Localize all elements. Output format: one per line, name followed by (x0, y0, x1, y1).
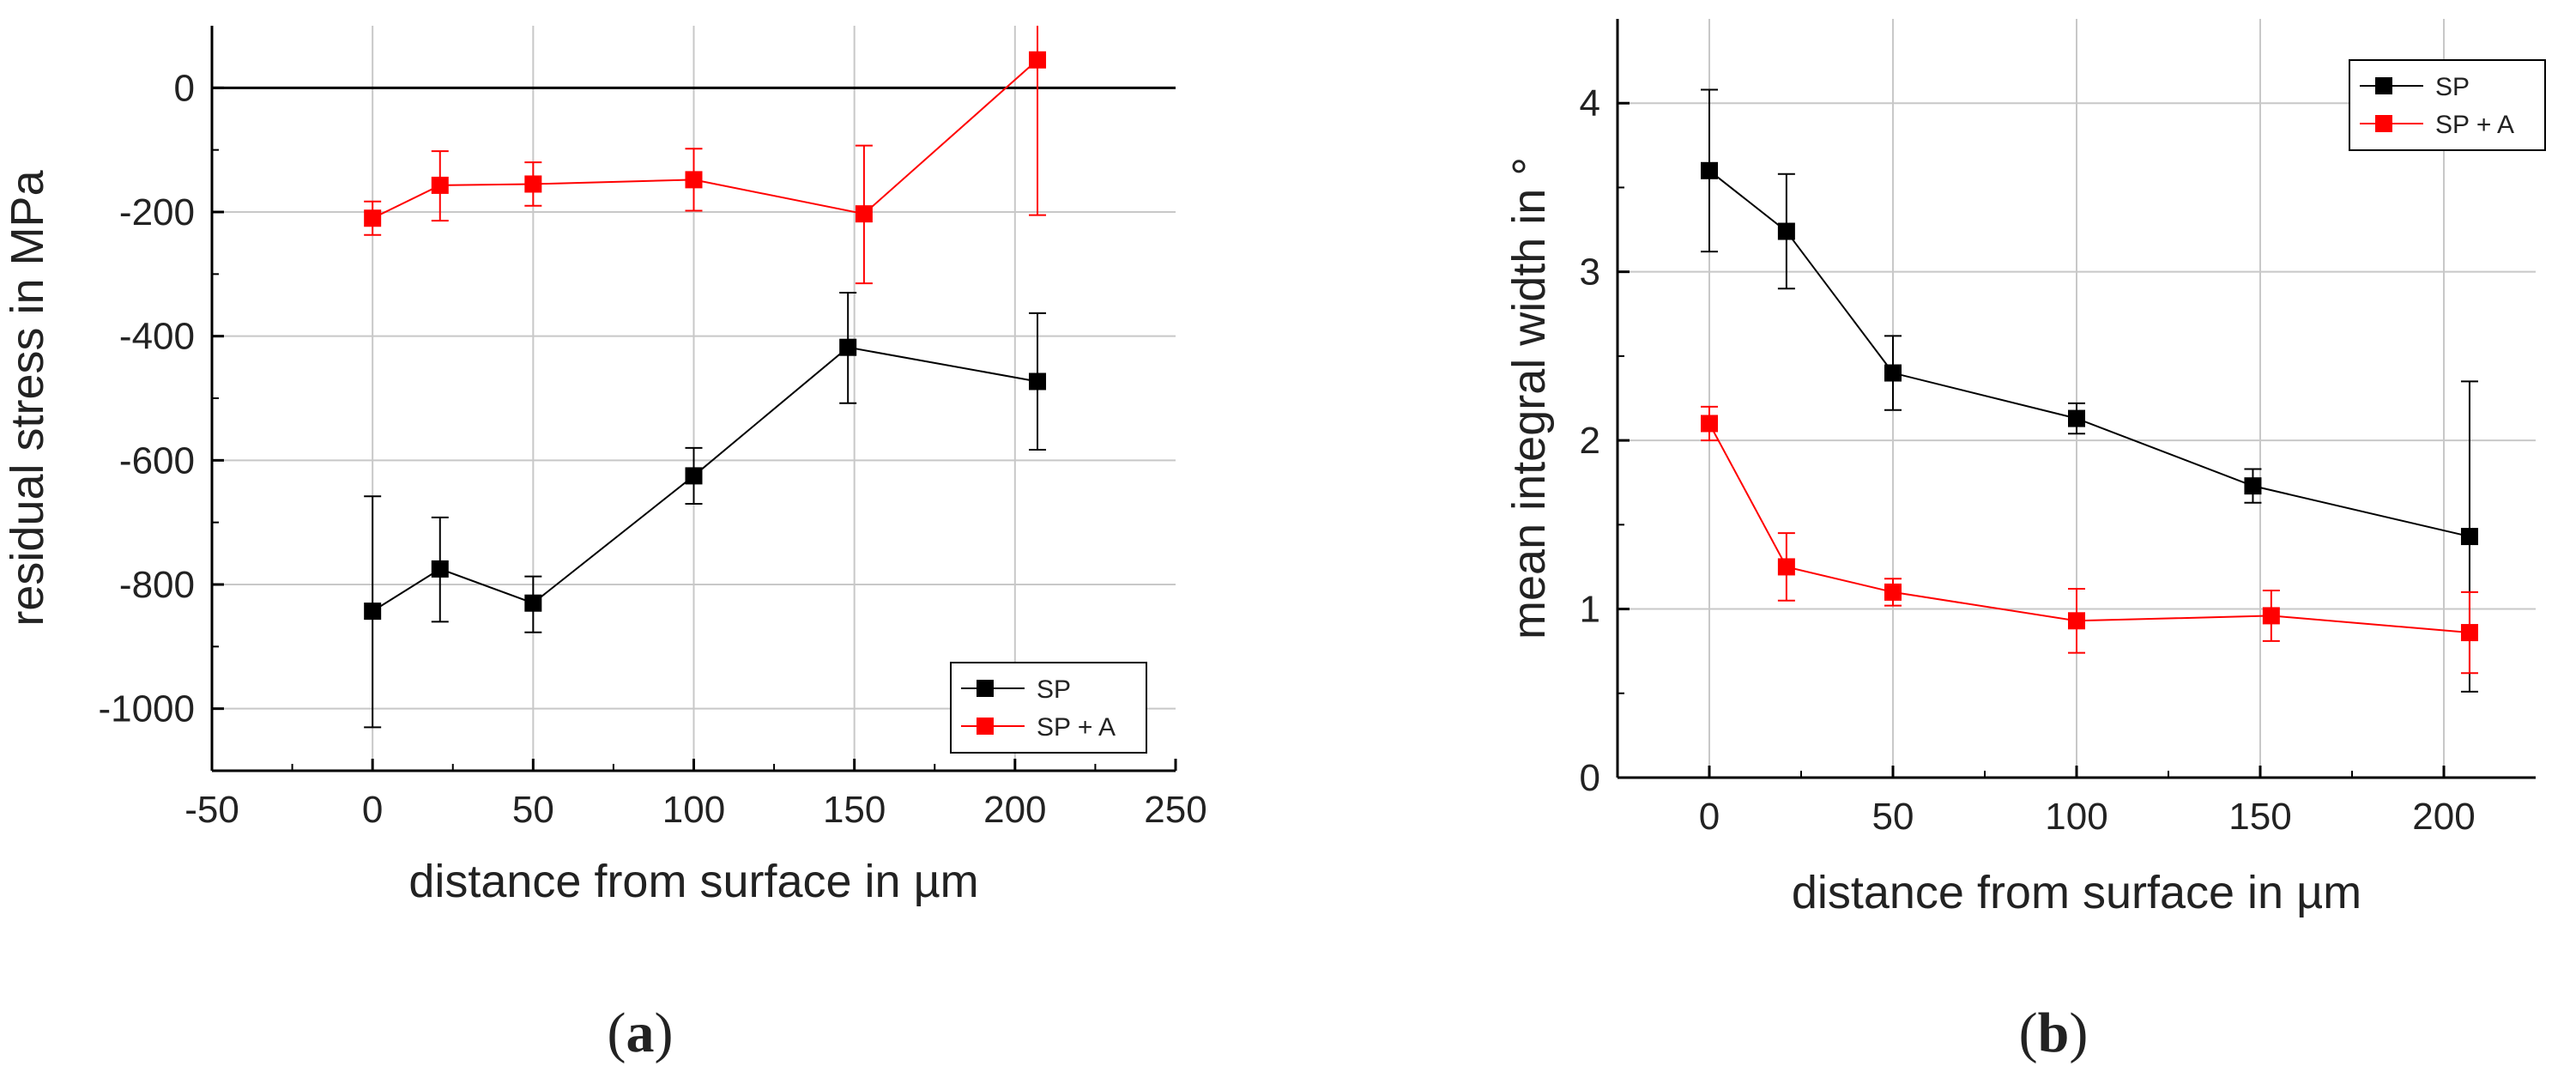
panel-a-series-sp-a-point (855, 205, 873, 223)
panel-b-y-tick-label: 2 (1580, 420, 1600, 462)
panel-b-legend-sp-label: SP (2435, 73, 2470, 101)
panel-a-x-axis-label: distance from surface in µm (408, 856, 978, 907)
panel-a-series-sp-a-point (364, 209, 382, 227)
panel-a-y-tick-label: -1000 (98, 688, 195, 730)
panel-b-y-tick-label: 4 (1580, 82, 1600, 124)
panel-b-series-sp-a-point (2068, 612, 2085, 630)
panel-b-series-sp-a-point (2262, 607, 2280, 625)
panel-b-y-tick-label: 3 (1580, 251, 1600, 294)
panel-a-caption: (a) (608, 1002, 674, 1064)
panel-a-series-sp-a-point (524, 175, 542, 193)
panel-b-series-sp-a-point (1777, 558, 1795, 576)
panel-a-legend-sp-label: SP (1037, 675, 1071, 704)
panel-b-x-tick-label: 200 (2412, 796, 2475, 838)
panel-b-x-tick-label: 150 (2228, 796, 2291, 838)
panel-b-series-sp-a-point (1884, 583, 1902, 601)
panel-b-series-sp-line (1708, 170, 2470, 538)
panel-b-series-sp-point (1884, 364, 1902, 382)
panel-a-legend-sp-marker (977, 680, 994, 697)
panel-b-x-tick-label: 0 (1699, 796, 1720, 838)
panel-a-y-tick-label: -600 (119, 439, 195, 481)
panel-b-series-sp-point (2460, 528, 2478, 546)
panel-a-legend: SP SP + A (950, 662, 1147, 754)
panel-a-legend-box (950, 662, 1147, 754)
panel-a-series-sp-a-point (1029, 51, 1047, 69)
panel-a-y-tick-label: -400 (119, 316, 195, 358)
panel-b-series-sp-point (1777, 222, 1795, 240)
panel-b-series-sp-point (2244, 477, 2262, 495)
panel-b-x-tick-label: 100 (2045, 796, 2107, 838)
panel-a-y-tick-label: 0 (174, 67, 195, 109)
panel-a-legend-sp-a-marker (977, 718, 994, 735)
panel-a-series-sp-line (372, 346, 1038, 612)
panel-a-x-tick-label: -50 (184, 789, 239, 831)
panel-a-series-sp-a-point (431, 176, 449, 194)
panel-a-x-tick-label: 150 (823, 789, 886, 831)
panel-b-legend-sp-marker (2375, 77, 2392, 94)
panel-a-x-tick-label: 100 (662, 789, 725, 831)
panel-a-series-sp-point (839, 338, 857, 356)
panel-b-series-sp-point (1701, 161, 1718, 179)
panel-b-x-axis-label: distance from surface in µm (1792, 867, 2361, 918)
panel-a-y-tick-label: -800 (119, 564, 195, 606)
panel-a-series-sp-point (524, 594, 542, 612)
panel-a-legend-sp-a-label: SP + A (1037, 713, 1116, 742)
panel-a-series-sp-point (431, 560, 449, 578)
panel-a-chart: -50 0 50 100 150 200 250 -1000 -800 -600 -400 -200 0… (2, 26, 1207, 907)
panel-a-x-tick-label: 50 (512, 789, 554, 831)
panel-b-x-tick-label: 50 (1872, 796, 1914, 838)
panel-a-x-tick-label: 250 (1144, 789, 1206, 831)
panel-b-y-axis-label: mean integral width in ° (1503, 157, 1555, 639)
panel-b-legend-box (2349, 59, 2546, 151)
panel-b-legend: SP SP + A (2349, 59, 2546, 151)
panel-a-series-sp-a-line (372, 59, 1038, 220)
panel-a-x-tick-label: 200 (983, 789, 1046, 831)
panel-b-series-sp-a-point (2460, 624, 2478, 642)
panel-a-series-sp-point (364, 603, 382, 621)
panel-b-series-sp-a-line (1708, 422, 2470, 634)
panel-b-legend-sp-a-label: SP + A (2435, 111, 2514, 139)
panel-b-caption: (b) (2019, 1002, 2089, 1064)
panel-a-series-sp-point (1029, 372, 1047, 391)
panel-b-chart: 0 50 100 150 200 0 1 2 3 4 distance from surface i… (1503, 19, 2546, 918)
panel-b-y-tick-label: 0 (1580, 757, 1600, 799)
panel-b-y-tick-label: 1 (1580, 589, 1600, 631)
panel-a-series-sp-point (685, 467, 703, 485)
panel-a-x-tick-label: 0 (362, 789, 383, 831)
panel-b-legend-sp-a-marker (2375, 115, 2392, 132)
panel-b-series-sp-point (2068, 409, 2085, 427)
panel-a-y-axis-label: residual stress in MPa (2, 169, 53, 626)
panel-a-y-tick-label: -200 (119, 191, 195, 233)
panel-b-series-sp-a-point (1701, 415, 1718, 433)
panel-a-series-sp-a-point (685, 171, 703, 189)
